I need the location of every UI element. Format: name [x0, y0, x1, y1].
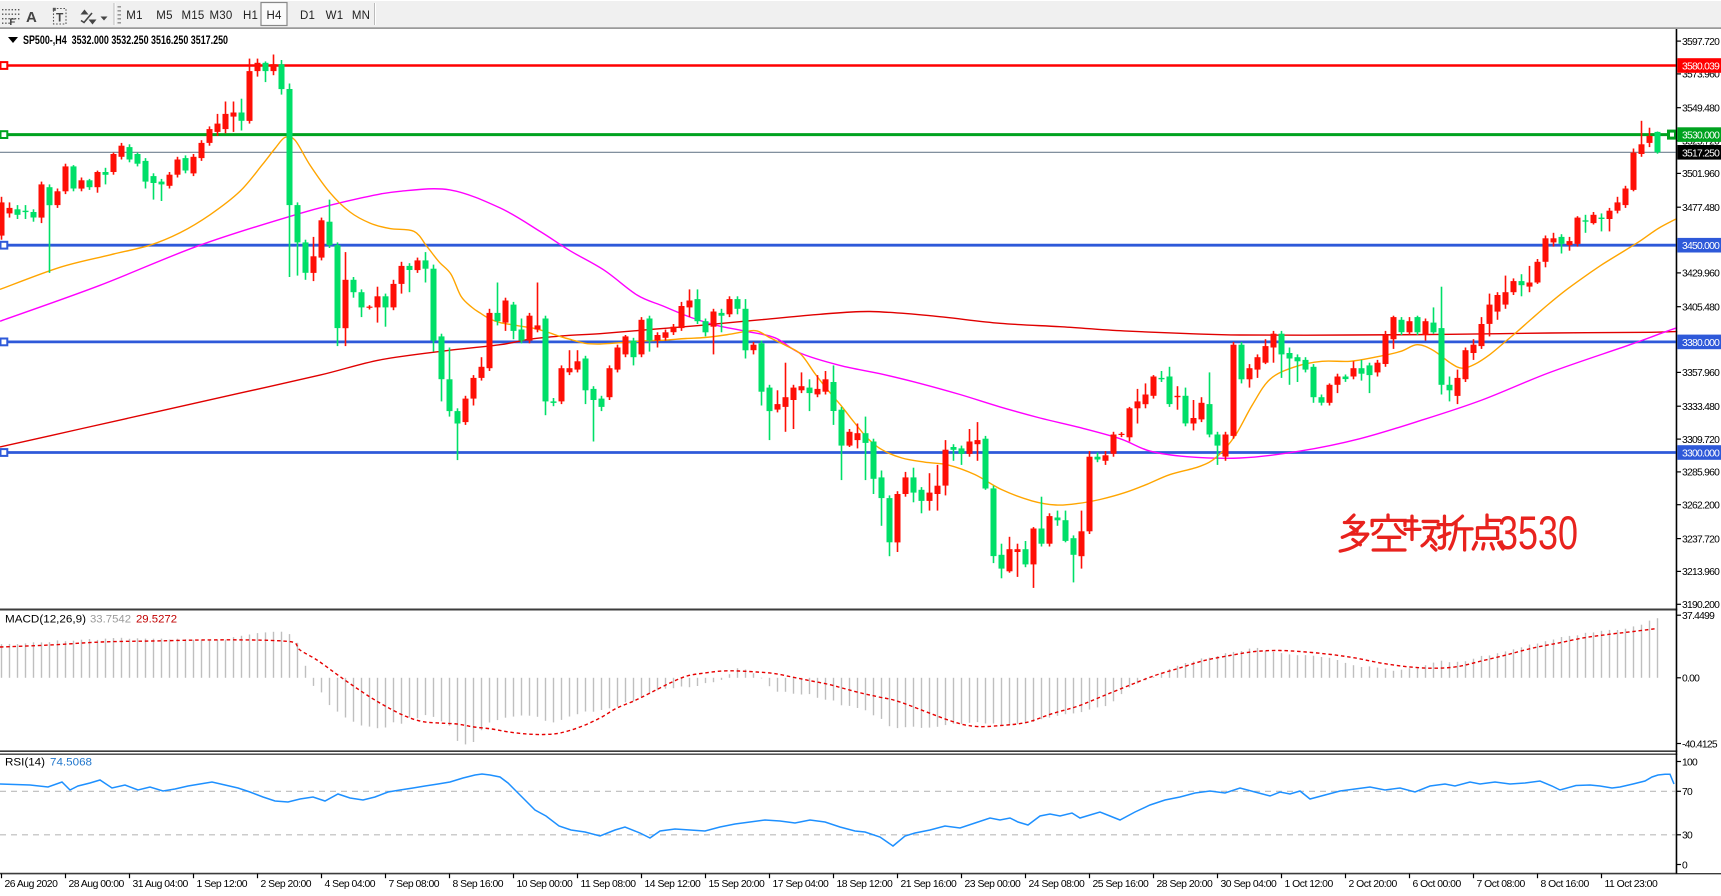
svg-text:21 Sep 16:00: 21 Sep 16:00	[901, 879, 958, 890]
svg-text:70: 70	[1682, 787, 1693, 798]
svg-text:100: 100	[1682, 757, 1698, 768]
svg-text:W1: W1	[326, 10, 344, 22]
svg-text:37.4499: 37.4499	[1682, 611, 1715, 622]
svg-text:29.5272: 29.5272	[136, 614, 177, 626]
svg-text:28 Sep 20:00: 28 Sep 20:00	[1157, 879, 1214, 890]
svg-text:11 Oct 23:00: 11 Oct 23:00	[1605, 879, 1658, 890]
svg-text:0: 0	[1682, 860, 1688, 871]
svg-text:MN: MN	[352, 10, 370, 22]
svg-text:17 Sep 04:00: 17 Sep 04:00	[773, 879, 830, 890]
svg-text:3190.200: 3190.200	[1682, 600, 1720, 611]
svg-text:0.00: 0.00	[1682, 674, 1700, 685]
svg-text:3309.720: 3309.720	[1682, 435, 1720, 446]
svg-text:2 Oct 20:00: 2 Oct 20:00	[1349, 879, 1398, 890]
svg-text:23 Sep 00:00: 23 Sep 00:00	[965, 879, 1022, 890]
svg-text:30: 30	[1682, 831, 1693, 842]
svg-text:33.7542: 33.7542	[90, 614, 131, 626]
svg-text:15 Sep 20:00: 15 Sep 20:00	[709, 879, 766, 890]
svg-text:7 Oct 08:00: 7 Oct 08:00	[1477, 879, 1526, 890]
svg-text:3530: 3530	[1498, 506, 1578, 559]
svg-text:D1: D1	[300, 10, 315, 22]
svg-text:MACD(12,26,9): MACD(12,26,9)	[5, 614, 86, 626]
svg-text:3357.960: 3357.960	[1682, 368, 1720, 379]
svg-text:F: F	[10, 17, 16, 28]
svg-text:2 Sep 20:00: 2 Sep 20:00	[261, 879, 312, 890]
svg-text:11 Sep 08:00: 11 Sep 08:00	[581, 879, 637, 890]
svg-text:3405.480: 3405.480	[1682, 303, 1720, 314]
svg-text:3530.000: 3530.000	[1682, 131, 1720, 142]
svg-text:1 Oct 12:00: 1 Oct 12:00	[1285, 879, 1334, 890]
svg-text:3501.960: 3501.960	[1682, 169, 1720, 180]
svg-text:3517.250: 3517.250	[1682, 148, 1720, 159]
svg-text:74.5068: 74.5068	[50, 757, 92, 769]
svg-text:3477.480: 3477.480	[1682, 203, 1720, 214]
svg-text:3450.000: 3450.000	[1682, 241, 1720, 252]
svg-text:3549.480: 3549.480	[1682, 104, 1720, 115]
svg-text:M5: M5	[156, 10, 172, 22]
svg-text:18 Sep 12:00: 18 Sep 12:00	[837, 879, 894, 890]
svg-text:3597.720: 3597.720	[1682, 37, 1720, 48]
svg-text:3237.720: 3237.720	[1682, 534, 1720, 545]
svg-text:3380.000: 3380.000	[1682, 338, 1720, 349]
svg-text:-40.4125: -40.4125	[1682, 739, 1718, 750]
svg-text:SP500-,H4 3532.000 3532.250 3: SP500-,H4 3532.000 3532.250 3516.250 351…	[23, 33, 228, 47]
svg-text:A: A	[26, 9, 37, 26]
svg-text:M1: M1	[126, 10, 142, 22]
svg-text:8 Oct 16:00: 8 Oct 16:00	[1541, 879, 1590, 890]
svg-text:M30: M30	[210, 10, 233, 22]
svg-text:10 Sep 00:00: 10 Sep 00:00	[517, 879, 574, 890]
svg-text:M15: M15	[182, 10, 205, 22]
svg-text:3300.000: 3300.000	[1682, 449, 1720, 460]
svg-text:6 Oct 00:00: 6 Oct 00:00	[1413, 879, 1462, 890]
svg-text:30 Sep 04:00: 30 Sep 04:00	[1221, 879, 1278, 890]
svg-text:26 Aug 2020: 26 Aug 2020	[5, 879, 59, 890]
svg-text:8 Sep 16:00: 8 Sep 16:00	[453, 879, 504, 890]
svg-text:RSI(14): RSI(14)	[5, 757, 45, 769]
svg-text:3573.960: 3573.960	[1682, 70, 1720, 81]
svg-text:3213.960: 3213.960	[1682, 567, 1720, 578]
svg-text:3429.960: 3429.960	[1682, 269, 1720, 280]
svg-text:3285.960: 3285.960	[1682, 468, 1720, 479]
svg-text:H4: H4	[266, 10, 282, 22]
svg-text:28 Aug 00:00: 28 Aug 00:00	[69, 879, 125, 890]
svg-text:7 Sep 08:00: 7 Sep 08:00	[389, 879, 440, 890]
svg-text:1 Sep 12:00: 1 Sep 12:00	[197, 879, 248, 890]
svg-text:24 Sep 08:00: 24 Sep 08:00	[1029, 879, 1086, 890]
svg-text:31 Aug 04:00: 31 Aug 04:00	[133, 879, 189, 890]
svg-text:25 Sep 16:00: 25 Sep 16:00	[1093, 879, 1150, 890]
svg-text:4 Sep 04:00: 4 Sep 04:00	[325, 879, 376, 890]
svg-text:3333.480: 3333.480	[1682, 402, 1720, 413]
svg-text:T: T	[56, 11, 64, 25]
svg-text:3262.200: 3262.200	[1682, 501, 1720, 512]
svg-text:H1: H1	[243, 10, 258, 22]
svg-text:14 Sep 12:00: 14 Sep 12:00	[645, 879, 702, 890]
svg-text:3580.039: 3580.039	[1682, 62, 1720, 73]
